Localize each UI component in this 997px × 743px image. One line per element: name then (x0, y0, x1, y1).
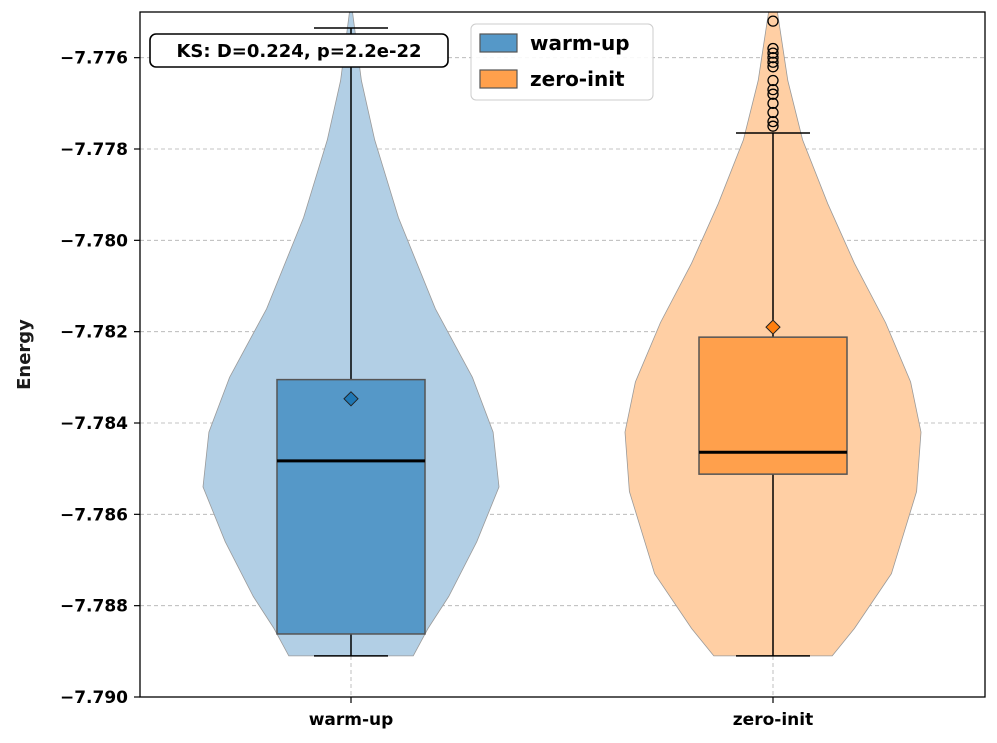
y-tick-label: −7.784 (60, 414, 128, 434)
legend-label-warm-up: warm-up (530, 31, 630, 55)
ks-annotation-box (149, 33, 449, 68)
outlier-point (767, 120, 779, 132)
outlier-point (767, 74, 779, 87)
plot-area (202, 12, 922, 657)
outlier-point (767, 52, 779, 64)
mean-marker (765, 319, 781, 335)
box-warm-up (276, 378, 426, 635)
legend-swatch-warm-up (479, 33, 518, 53)
ks-annotation-text: KS: D=0.224, p=2.2e-22 (176, 41, 421, 62)
outlier-point (767, 42, 779, 55)
mean-marker (343, 391, 359, 407)
x-tick-label: warm-up (309, 710, 394, 730)
outlier-point (767, 115, 779, 128)
legend-swatch-zero-init (479, 69, 518, 89)
y-tick-label: −7.776 (60, 49, 128, 69)
y-tick-label: −7.788 (60, 597, 128, 617)
y-tick-label: −7.782 (60, 323, 128, 343)
y-axis-title: Energy (14, 319, 35, 390)
y-tick-label: −7.786 (60, 505, 128, 525)
outlier-point (767, 56, 779, 68)
outlier-point (767, 97, 779, 109)
outlier-point (767, 88, 779, 100)
outlier-point (767, 15, 779, 27)
plot-frame (139, 11, 986, 698)
y-tick-label: −7.778 (60, 140, 128, 160)
outlier-point (767, 47, 779, 59)
outlier-point (767, 83, 779, 96)
legend-label-zero-init: zero-init (530, 67, 625, 91)
y-tick-label: −7.790 (60, 688, 128, 708)
outlier-point (767, 106, 779, 119)
ks-annotation: KS: D=0.224, p=2.2e-22 (149, 33, 449, 68)
y-tick-label: −7.780 (60, 231, 128, 251)
outlier-point (767, 61, 779, 73)
x-tick-label: zero-init (733, 710, 813, 730)
legend: warm-up zero-init (470, 23, 654, 101)
